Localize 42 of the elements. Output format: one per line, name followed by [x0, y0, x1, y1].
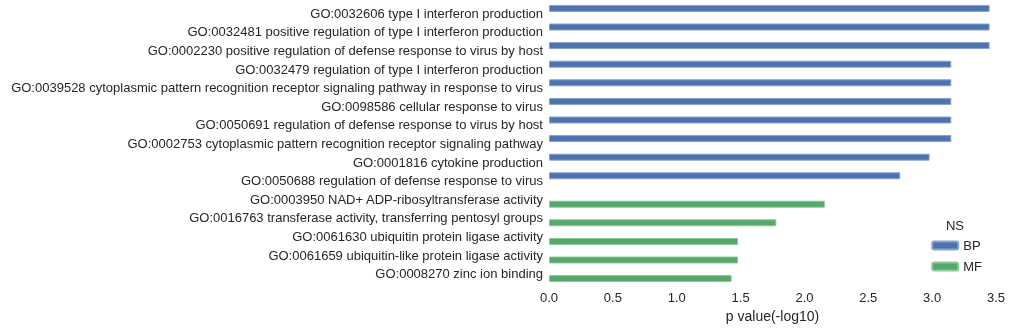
- bar: [549, 135, 952, 143]
- y-tick-label: GO:0050691 regulation of defense response to virus by host: [195, 117, 544, 133]
- y-tick-label: GO:0016763 transferase activity, transferring pentosyl groups: [189, 210, 544, 226]
- x-tick-label: 3.0: [923, 290, 942, 305]
- bar: [549, 172, 901, 180]
- y-tick-label: GO:0039528 cytoplasmic pattern recognition receptor signaling pathway in response to virus: [11, 80, 544, 96]
- bar: [549, 200, 825, 208]
- y-tick-label: GO:0008270 zinc ion binding: [375, 266, 543, 282]
- y-tick-label: GO:0002230 positive regulation of defense response to virus by host: [147, 43, 544, 58]
- x-tick-label: 1.0: [667, 290, 686, 305]
- y-tick-label: GO:0003950 NAD+ ADP-ribosyltransferase activity: [250, 191, 544, 207]
- bar: [549, 219, 777, 227]
- x-tick-label: 3.5: [986, 290, 1006, 305]
- legend-title: NS: [945, 218, 965, 233]
- y-tick-label: GO:0032481 positive regulation of type I interferon production: [187, 24, 543, 40]
- x-tick-label: 0.0: [539, 290, 559, 305]
- bar: [549, 153, 930, 161]
- y-tick-label: GO:0098586 cellular response to virus: [321, 98, 544, 114]
- bar: [549, 42, 990, 50]
- bar: [549, 256, 739, 264]
- x-axis-title: p value(-log10): [725, 308, 820, 324]
- legend-label: MF: [963, 259, 983, 274]
- y-tick-label: GO:0032479 regulation of type I interferon production: [235, 61, 543, 77]
- x-tick-label: 0.5: [603, 290, 622, 305]
- x-tick-label: 2.5: [859, 290, 878, 305]
- bar: [549, 275, 732, 283]
- y-tick-label: GO:0050688 regulation of defense response to virus: [240, 173, 544, 189]
- y-tick-label: GO:0032606 type I interferon production: [310, 5, 543, 21]
- bar: [549, 4, 990, 12]
- y-tick-label: GO:0061659 ubiquitin-like protein ligase activity: [268, 247, 544, 263]
- y-tick-label: GO:0002753 cytoplasmic pattern recognition receptor signaling pathway: [127, 136, 544, 151]
- y-tick-label: GO:0001816 cytokine production: [352, 154, 543, 170]
- bar: [549, 237, 739, 245]
- y-tick-label: GO:0061630 ubiquitin protein ligase activity: [292, 229, 544, 244]
- bar: [549, 23, 990, 31]
- bar: [549, 79, 952, 87]
- bar: [549, 60, 952, 68]
- x-tick-label: 1.5: [731, 290, 750, 305]
- legend-label: BP: [963, 238, 981, 253]
- x-tick-label: 2.0: [795, 290, 814, 305]
- bar: [549, 116, 952, 124]
- bar: [549, 97, 952, 105]
